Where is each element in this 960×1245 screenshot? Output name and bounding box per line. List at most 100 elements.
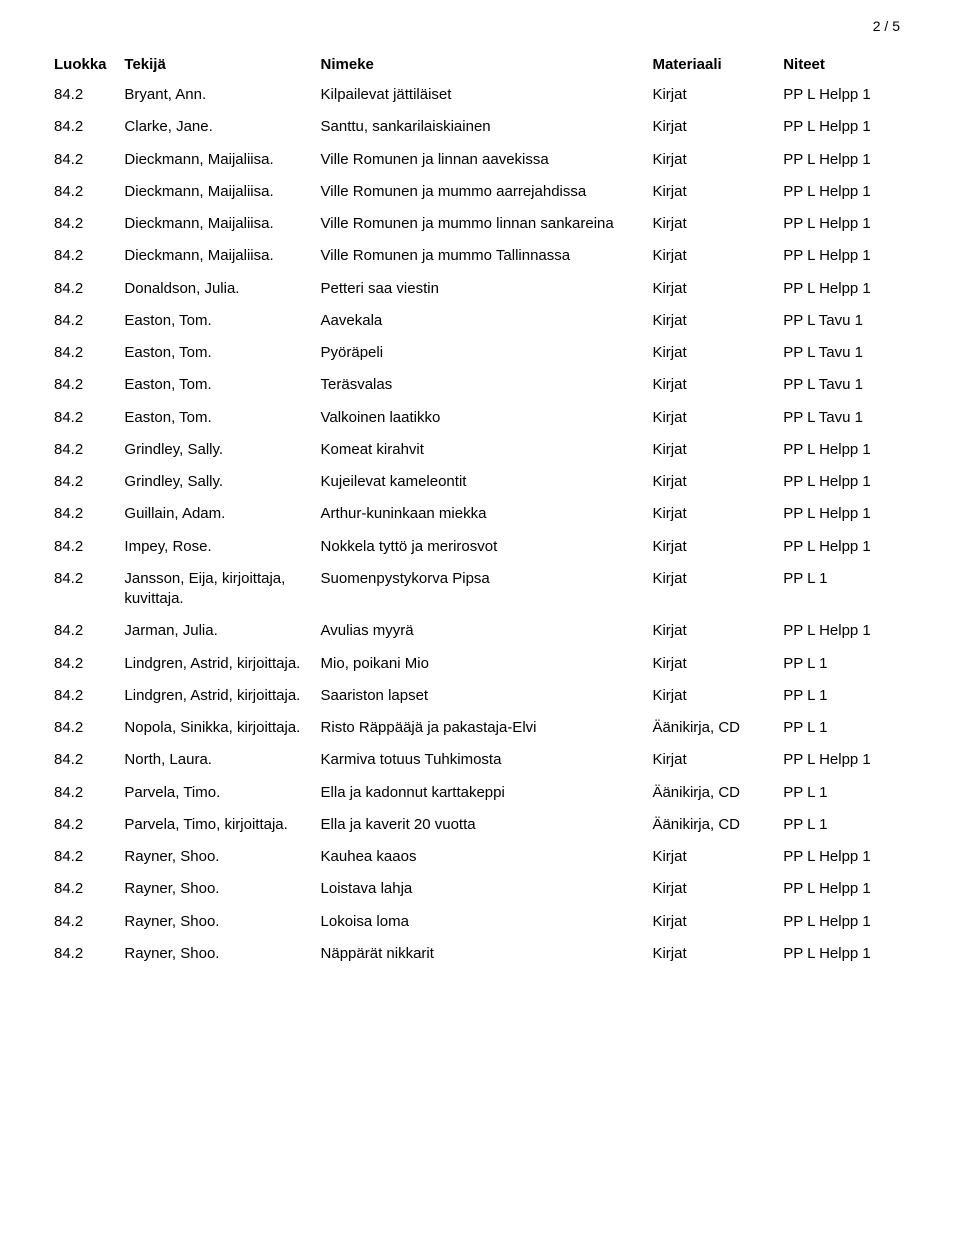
cell-niteet: PP L Tavu 1: [779, 337, 910, 369]
cell-materiaali: Kirjat: [648, 176, 779, 208]
cell-luokka: 84.2: [50, 434, 120, 466]
cell-tekija: Lindgren, Astrid, kirjoittaja.: [120, 680, 316, 712]
table-row: 84.2Impey, Rose.Nokkela tyttö ja meriros…: [50, 531, 910, 563]
cell-luokka: 84.2: [50, 176, 120, 208]
cell-luokka: 84.2: [50, 144, 120, 176]
cell-niteet: PP L Helpp 1: [779, 144, 910, 176]
cell-nimeke: Avulias myyrä: [317, 615, 649, 647]
cell-materiaali: Kirjat: [648, 938, 779, 970]
table-row: 84.2Grindley, Sally.Kujeilevat kameleont…: [50, 466, 910, 498]
cell-materiaali: Äänikirja, CD: [648, 777, 779, 809]
cell-materiaali: Kirjat: [648, 906, 779, 938]
cell-materiaali: Kirjat: [648, 841, 779, 873]
cell-nimeke: Arthur-kuninkaan miekka: [317, 498, 649, 530]
cell-nimeke: Pyöräpeli: [317, 337, 649, 369]
cell-tekija: Grindley, Sally.: [120, 466, 316, 498]
cell-niteet: PP L Helpp 1: [779, 531, 910, 563]
cell-luokka: 84.2: [50, 744, 120, 776]
cell-materiaali: Kirjat: [648, 434, 779, 466]
cell-nimeke: Ella ja kaverit 20 vuotta: [317, 809, 649, 841]
cell-luokka: 84.2: [50, 809, 120, 841]
table-row: 84.2Dieckmann, Maijaliisa.Ville Romunen …: [50, 208, 910, 240]
header-materiaali: Materiaali: [648, 50, 779, 79]
cell-materiaali: Kirjat: [648, 615, 779, 647]
cell-nimeke: Ville Romunen ja mummo aarrejahdissa: [317, 176, 649, 208]
cell-tekija: Easton, Tom.: [120, 369, 316, 401]
cell-niteet: PP L 1: [779, 648, 910, 680]
cell-materiaali: Kirjat: [648, 744, 779, 776]
cell-tekija: Parvela, Timo.: [120, 777, 316, 809]
table-row: 84.2Donaldson, Julia.Petteri saa viestin…: [50, 273, 910, 305]
cell-nimeke: Komeat kirahvit: [317, 434, 649, 466]
cell-tekija: Dieckmann, Maijaliisa.: [120, 176, 316, 208]
cell-luokka: 84.2: [50, 648, 120, 680]
cell-materiaali: Kirjat: [648, 208, 779, 240]
table-row: 84.2Rayner, Shoo.Lokoisa lomaKirjatPP L …: [50, 906, 910, 938]
header-luokka: Luokka: [50, 50, 120, 79]
cell-materiaali: Kirjat: [648, 337, 779, 369]
cell-nimeke: Teräsvalas: [317, 369, 649, 401]
cell-luokka: 84.2: [50, 680, 120, 712]
cell-tekija: Dieckmann, Maijaliisa.: [120, 240, 316, 272]
cell-materiaali: Kirjat: [648, 79, 779, 111]
cell-nimeke: Kilpailevat jättiläiset: [317, 79, 649, 111]
table-row: 84.2Rayner, Shoo.Kauhea kaaosKirjatPP L …: [50, 841, 910, 873]
cell-niteet: PP L Helpp 1: [779, 841, 910, 873]
cell-niteet: PP L Helpp 1: [779, 873, 910, 905]
cell-nimeke: Ella ja kadonnut karttakeppi: [317, 777, 649, 809]
cell-tekija: Lindgren, Astrid, kirjoittaja.: [120, 648, 316, 680]
cell-nimeke: Ville Romunen ja linnan aavekissa: [317, 144, 649, 176]
cell-tekija: Bryant, Ann.: [120, 79, 316, 111]
cell-nimeke: Aavekala: [317, 305, 649, 337]
cell-nimeke: Kauhea kaaos: [317, 841, 649, 873]
document-page: 2 / 5 Luokka Tekijä Nimeke Materiaali Ni…: [0, 0, 960, 1245]
cell-tekija: Dieckmann, Maijaliisa.: [120, 144, 316, 176]
header-tekija: Tekijä: [120, 50, 316, 79]
cell-niteet: PP L Helpp 1: [779, 79, 910, 111]
cell-nimeke: Mio, poikani Mio: [317, 648, 649, 680]
cell-niteet: PP L 1: [779, 680, 910, 712]
cell-luokka: 84.2: [50, 111, 120, 143]
cell-materiaali: Kirjat: [648, 531, 779, 563]
cell-niteet: PP L Helpp 1: [779, 938, 910, 970]
cell-materiaali: Kirjat: [648, 240, 779, 272]
cell-luokka: 84.2: [50, 79, 120, 111]
cell-niteet: PP L Tavu 1: [779, 305, 910, 337]
cell-tekija: Easton, Tom.: [120, 305, 316, 337]
cell-niteet: PP L Helpp 1: [779, 176, 910, 208]
cell-niteet: PP L Helpp 1: [779, 906, 910, 938]
table-row: 84.2Lindgren, Astrid, kirjoittaja.Mio, p…: [50, 648, 910, 680]
table-row: 84.2Rayner, Shoo.Loistava lahjaKirjatPP …: [50, 873, 910, 905]
cell-niteet: PP L Helpp 1: [779, 498, 910, 530]
cell-luokka: 84.2: [50, 369, 120, 401]
cell-tekija: Nopola, Sinikka, kirjoittaja.: [120, 712, 316, 744]
table-row: 84.2Guillain, Adam.Arthur-kuninkaan miek…: [50, 498, 910, 530]
cell-nimeke: Valkoinen laatikko: [317, 402, 649, 434]
cell-materiaali: Äänikirja, CD: [648, 712, 779, 744]
cell-niteet: PP L Helpp 1: [779, 466, 910, 498]
cell-tekija: Grindley, Sally.: [120, 434, 316, 466]
cell-niteet: PP L 1: [779, 712, 910, 744]
cell-materiaali: Kirjat: [648, 273, 779, 305]
table-row: 84.2Easton, Tom.PyöräpeliKirjatPP L Tavu…: [50, 337, 910, 369]
cell-niteet: PP L Tavu 1: [779, 369, 910, 401]
cell-luokka: 84.2: [50, 531, 120, 563]
cell-materiaali: Kirjat: [648, 402, 779, 434]
cell-tekija: Rayner, Shoo.: [120, 841, 316, 873]
table-row: 84.2Dieckmann, Maijaliisa.Ville Romunen …: [50, 240, 910, 272]
table-row: 84.2Grindley, Sally.Komeat kirahvitKirja…: [50, 434, 910, 466]
cell-tekija: Rayner, Shoo.: [120, 938, 316, 970]
table-row: 84.2Bryant, Ann.Kilpailevat jättiläisetK…: [50, 79, 910, 111]
cell-tekija: Rayner, Shoo.: [120, 873, 316, 905]
header-niteet: Niteet: [779, 50, 910, 79]
table-row: 84.2Parvela, Timo.Ella ja kadonnut kartt…: [50, 777, 910, 809]
table-row: 84.2Lindgren, Astrid, kirjoittaja.Saaris…: [50, 680, 910, 712]
cell-tekija: Impey, Rose.: [120, 531, 316, 563]
cell-nimeke: Saariston lapset: [317, 680, 649, 712]
cell-nimeke: Kujeilevat kameleontit: [317, 466, 649, 498]
table-row: 84.2Dieckmann, Maijaliisa.Ville Romunen …: [50, 144, 910, 176]
cell-tekija: Easton, Tom.: [120, 402, 316, 434]
cell-niteet: PP L Helpp 1: [779, 615, 910, 647]
cell-luokka: 84.2: [50, 563, 120, 616]
cell-luokka: 84.2: [50, 615, 120, 647]
